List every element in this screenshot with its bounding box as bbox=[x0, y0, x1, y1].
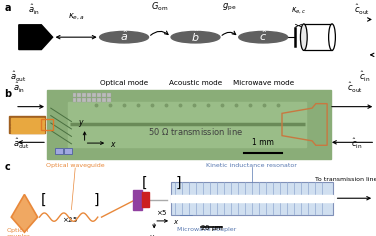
Text: $\kappa_{e,c}$: $\kappa_{e,c}$ bbox=[291, 6, 306, 16]
Text: $\kappa_{e,a}$: $\kappa_{e,a}$ bbox=[68, 12, 85, 22]
Text: c: c bbox=[5, 162, 10, 172]
Bar bbox=[73, 98, 76, 102]
Bar bbox=[97, 98, 101, 102]
Bar bbox=[102, 93, 106, 97]
Bar bbox=[133, 190, 142, 210]
Bar bbox=[11, 128, 44, 130]
Text: x: x bbox=[173, 219, 177, 225]
Bar bbox=[171, 182, 333, 215]
Text: $\hat{a}_{\rm in}$: $\hat{a}_{\rm in}$ bbox=[28, 3, 40, 17]
Text: $\hat{c}_{\rm in}$: $\hat{c}_{\rm in}$ bbox=[359, 70, 370, 84]
Text: 50 $\Omega$ transmission line: 50 $\Omega$ transmission line bbox=[148, 126, 243, 137]
Bar bbox=[107, 98, 111, 102]
Bar bbox=[92, 98, 96, 102]
Bar bbox=[77, 93, 81, 97]
Text: b: b bbox=[5, 89, 12, 99]
Bar bbox=[97, 93, 101, 97]
Bar bbox=[171, 195, 333, 202]
Text: $\hat{c}_{\rm in}$: $\hat{c}_{\rm in}$ bbox=[351, 136, 363, 151]
Circle shape bbox=[239, 31, 288, 43]
Bar bbox=[77, 98, 81, 102]
Bar bbox=[73, 93, 76, 97]
Bar bbox=[11, 118, 44, 121]
Bar bbox=[87, 93, 91, 97]
Text: $G_{\rm om}$: $G_{\rm om}$ bbox=[151, 1, 168, 13]
Text: Optical waveguide: Optical waveguide bbox=[46, 163, 105, 168]
Ellipse shape bbox=[300, 24, 307, 51]
Text: Kinetic inductance resonator: Kinetic inductance resonator bbox=[206, 163, 297, 168]
Text: x: x bbox=[110, 140, 115, 149]
Bar bbox=[68, 102, 306, 147]
Text: $\hat{b}$: $\hat{b}$ bbox=[191, 28, 200, 44]
Bar bbox=[11, 122, 44, 124]
Bar bbox=[11, 131, 44, 133]
Text: $\times$5: $\times$5 bbox=[156, 208, 168, 217]
Bar bbox=[82, 93, 86, 97]
Bar bbox=[92, 93, 96, 97]
Text: $\hat{c}_{\rm out}$: $\hat{c}_{\rm out}$ bbox=[354, 3, 370, 17]
Text: $\hat{c}$: $\hat{c}$ bbox=[259, 29, 267, 43]
Text: Acoustic mode: Acoustic mode bbox=[169, 80, 222, 86]
Ellipse shape bbox=[329, 24, 335, 51]
Text: y: y bbox=[79, 118, 83, 127]
Text: Microwave mode: Microwave mode bbox=[233, 80, 294, 86]
Text: $\hat{a}$: $\hat{a}$ bbox=[120, 29, 128, 43]
Text: Optical mode: Optical mode bbox=[100, 80, 148, 86]
Text: Microwave coupler: Microwave coupler bbox=[177, 227, 237, 232]
Text: 20 $\mu$m: 20 $\mu$m bbox=[200, 223, 224, 233]
Text: $\hat{a}_{\rm out}$: $\hat{a}_{\rm out}$ bbox=[11, 70, 27, 84]
Text: $\hat{a}_{\rm in}$: $\hat{a}_{\rm in}$ bbox=[13, 81, 25, 95]
Text: ]: ] bbox=[176, 176, 181, 190]
Text: 1 mm: 1 mm bbox=[252, 138, 274, 147]
Text: ]: ] bbox=[93, 193, 99, 207]
Text: Optical
coupler: Optical coupler bbox=[7, 228, 30, 236]
Text: $g_{\rm pe}$: $g_{\rm pe}$ bbox=[222, 2, 237, 13]
Text: y: y bbox=[149, 234, 153, 236]
Text: To transmission line: To transmission line bbox=[315, 177, 376, 182]
Text: $\hat{c}_{\rm out}$: $\hat{c}_{\rm out}$ bbox=[347, 81, 363, 95]
Circle shape bbox=[171, 31, 220, 43]
Bar bbox=[64, 148, 72, 154]
Bar bbox=[9, 116, 45, 133]
Bar bbox=[82, 98, 86, 102]
Text: [: [ bbox=[142, 176, 147, 190]
Text: $\hat{a}_{\rm out}$: $\hat{a}_{\rm out}$ bbox=[13, 136, 30, 151]
Text: a: a bbox=[5, 3, 11, 13]
Text: $\times$25: $\times$25 bbox=[62, 215, 77, 224]
Bar bbox=[102, 98, 106, 102]
Bar bbox=[107, 93, 111, 97]
Circle shape bbox=[100, 31, 149, 43]
Text: [: [ bbox=[41, 193, 46, 207]
Bar bbox=[11, 125, 44, 127]
Bar bbox=[55, 148, 63, 154]
Polygon shape bbox=[11, 194, 38, 232]
Polygon shape bbox=[19, 25, 53, 50]
Bar bbox=[47, 90, 331, 159]
Bar bbox=[304, 24, 332, 51]
Bar bbox=[41, 118, 53, 131]
Bar bbox=[142, 192, 149, 207]
Bar bbox=[87, 98, 91, 102]
